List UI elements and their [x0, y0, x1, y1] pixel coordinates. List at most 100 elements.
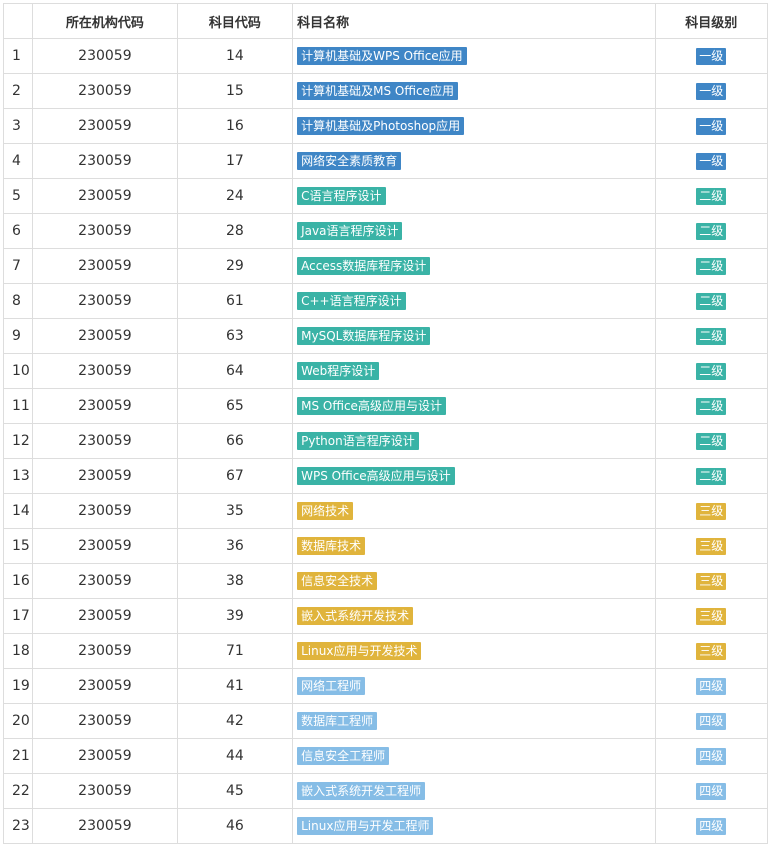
level-badge: 四级	[696, 747, 727, 765]
org-code-cell: 230059	[32, 808, 178, 844]
table-body: 1 230059 14 计算机基础及WPS Office应用 一级 2 230059 15 计算…	[2, 38, 769, 844]
subject-level-cell: 一级	[654, 38, 769, 74]
row-index: 5	[2, 178, 34, 214]
subject-name-cell: 计算机基础及WPS Office应用	[292, 38, 656, 74]
subject-level-cell: 三级	[654, 598, 769, 634]
level-badge: 三级	[696, 642, 727, 660]
org-code-cell: 230059	[32, 423, 178, 459]
subject-code-cell: 71	[176, 633, 294, 669]
org-code-cell: 230059	[32, 213, 178, 249]
org-code-cell: 230059	[32, 493, 178, 529]
level-badge: 三级	[696, 502, 727, 520]
header-row: 所在机构代码 科目代码 科目名称 科目级别	[2, 3, 769, 39]
table-row: 13 230059 67 WPS Office高级应用与设计 二级	[2, 458, 769, 494]
subject-name-label: 信息安全工程师	[297, 747, 390, 765]
org-code-cell: 230059	[32, 668, 178, 704]
level-badge: 二级	[696, 432, 727, 450]
row-index: 2	[2, 73, 34, 109]
table-row: 11 230059 65 MS Office高级应用与设计 二级	[2, 388, 769, 424]
org-code-cell: 230059	[32, 73, 178, 109]
subject-name-label: 嵌入式系统开发工程师	[297, 782, 426, 800]
subject-code-cell: 38	[176, 563, 294, 599]
subject-name-cell: Python语言程序设计	[292, 423, 656, 459]
subject-name-cell: 网络安全素质教育	[292, 143, 656, 179]
subject-level-cell: 二级	[654, 248, 769, 284]
org-code-cell: 230059	[32, 318, 178, 354]
subject-name-cell: 信息安全技术	[292, 563, 656, 599]
row-index: 23	[2, 808, 34, 844]
table-row: 22 230059 45 嵌入式系统开发工程师 四级	[2, 773, 769, 809]
subject-level-cell: 一级	[654, 73, 769, 109]
subject-name-cell: Linux应用与开发技术	[292, 633, 656, 669]
row-index: 14	[2, 493, 34, 529]
org-code-cell: 230059	[32, 38, 178, 74]
subject-name-label: 计算机基础及MS Office应用	[297, 82, 458, 100]
table-row: 10 230059 64 Web程序设计 二级	[2, 353, 769, 389]
row-index: 19	[2, 668, 34, 704]
table-row: 18 230059 71 Linux应用与开发技术 三级	[2, 633, 769, 669]
row-index: 1	[2, 38, 34, 74]
subject-code-cell: 36	[176, 528, 294, 564]
level-badge: 二级	[696, 292, 727, 310]
org-code-cell: 230059	[32, 773, 178, 809]
row-index: 18	[2, 633, 34, 669]
subject-code-cell: 65	[176, 388, 294, 424]
level-badge: 二级	[696, 467, 727, 485]
subject-code-cell: 29	[176, 248, 294, 284]
header-org-code: 所在机构代码	[32, 3, 178, 39]
subject-level-cell: 二级	[654, 318, 769, 354]
row-index: 8	[2, 283, 34, 319]
subject-code-cell: 14	[176, 38, 294, 74]
subject-code-cell: 24	[176, 178, 294, 214]
level-badge: 三级	[696, 607, 727, 625]
row-index: 22	[2, 773, 34, 809]
subject-name-cell: MySQL数据库程序设计	[292, 318, 656, 354]
org-code-cell: 230059	[32, 703, 178, 739]
subject-level-cell: 三级	[654, 633, 769, 669]
row-index: 3	[2, 108, 34, 144]
subject-code-cell: 67	[176, 458, 294, 494]
org-code-cell: 230059	[32, 248, 178, 284]
table-row: 20 230059 42 数据库工程师 四级	[2, 703, 769, 739]
table-row: 3 230059 16 计算机基础及Photoshop应用 一级	[2, 108, 769, 144]
subject-code-cell: 66	[176, 423, 294, 459]
subject-code-cell: 41	[176, 668, 294, 704]
table-row: 12 230059 66 Python语言程序设计 二级	[2, 423, 769, 459]
subject-name-label: 信息安全技术	[297, 572, 378, 590]
subject-code-cell: 46	[176, 808, 294, 844]
org-code-cell: 230059	[32, 388, 178, 424]
table-row: 8 230059 61 C++语言程序设计 二级	[2, 283, 769, 319]
subject-level-cell: 二级	[654, 213, 769, 249]
subject-name-cell: 网络技术	[292, 493, 656, 529]
level-badge: 一级	[696, 152, 727, 170]
subject-table: 所在机构代码 科目代码 科目名称 科目级别 1 230059 14 计算机基础及WPS…	[2, 3, 769, 844]
row-index: 6	[2, 213, 34, 249]
level-badge: 四级	[696, 782, 727, 800]
org-code-cell: 230059	[32, 563, 178, 599]
header-index	[2, 3, 34, 39]
level-badge: 二级	[696, 362, 727, 380]
subject-name-label: 计算机基础及WPS Office应用	[297, 47, 467, 65]
subject-level-cell: 二级	[654, 353, 769, 389]
level-badge: 四级	[696, 817, 727, 835]
subject-code-cell: 35	[176, 493, 294, 529]
table-row: 5 230059 24 C语言程序设计 二级	[2, 178, 769, 214]
subject-name-cell: Java语言程序设计	[292, 213, 656, 249]
subject-name-cell: WPS Office高级应用与设计	[292, 458, 656, 494]
subject-name-label: MS Office高级应用与设计	[297, 397, 446, 415]
subject-name-cell: 数据库技术	[292, 528, 656, 564]
level-badge: 二级	[696, 257, 727, 275]
subject-name-label: Web程序设计	[297, 362, 380, 380]
table-header: 所在机构代码 科目代码 科目名称 科目级别	[2, 3, 769, 39]
table-row: 19 230059 41 网络工程师 四级	[2, 668, 769, 704]
row-index: 17	[2, 598, 34, 634]
table-row: 2 230059 15 计算机基础及MS Office应用 一级	[2, 73, 769, 109]
table-row: 9 230059 63 MySQL数据库程序设计 二级	[2, 318, 769, 354]
org-code-cell: 230059	[32, 283, 178, 319]
subject-level-cell: 四级	[654, 808, 769, 844]
org-code-cell: 230059	[32, 458, 178, 494]
row-index: 7	[2, 248, 34, 284]
level-badge: 二级	[696, 222, 727, 240]
level-badge: 三级	[696, 572, 727, 590]
subject-code-cell: 16	[176, 108, 294, 144]
